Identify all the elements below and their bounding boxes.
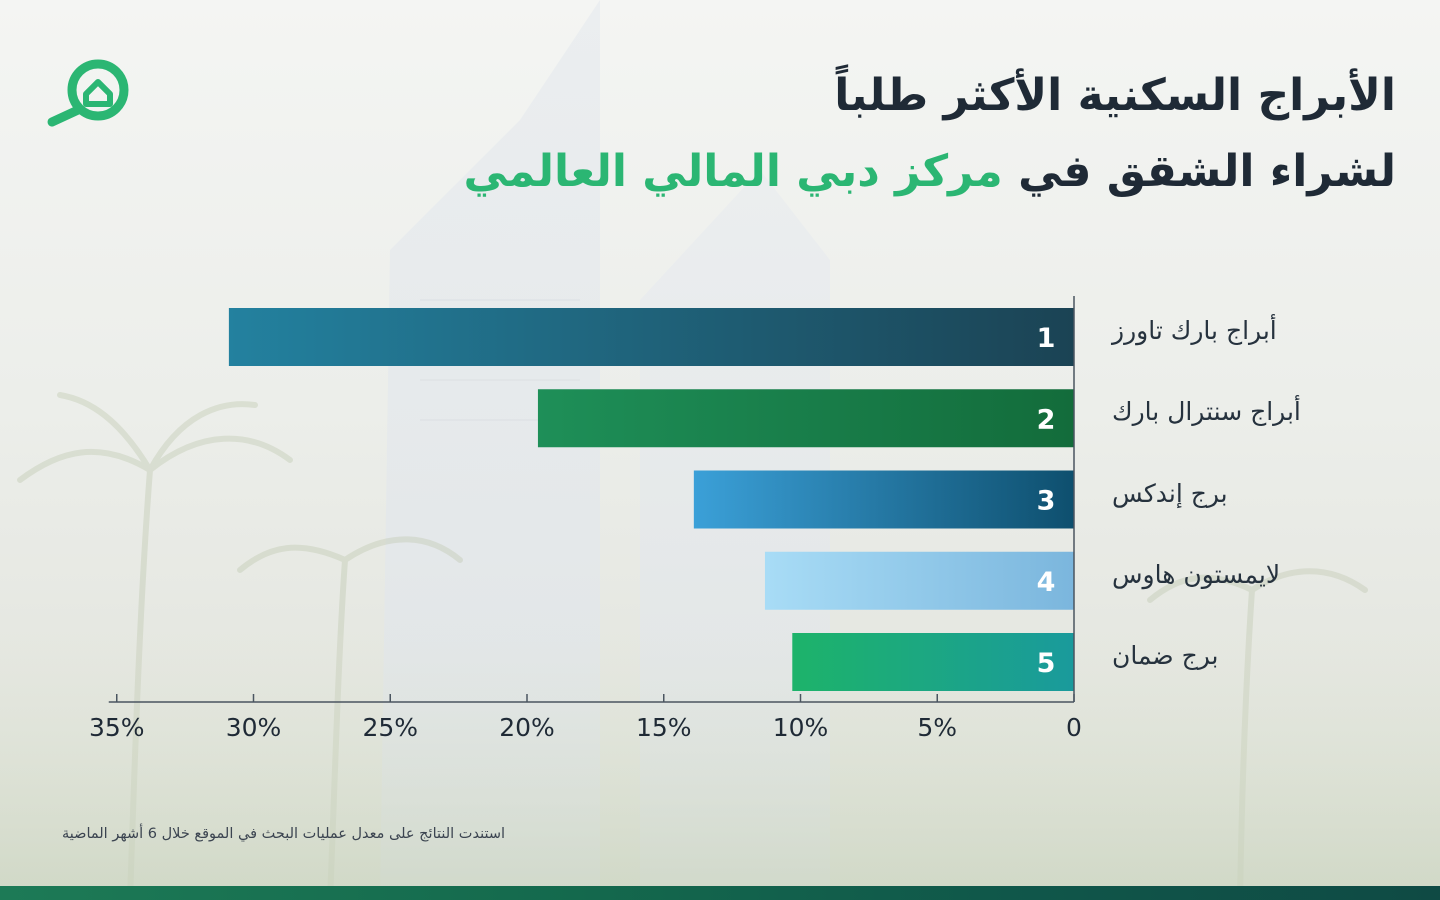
x-tick-label: 10%	[773, 713, 829, 742]
x-tick-label: 35%	[89, 713, 145, 742]
bar-4	[764, 551, 1074, 610]
bar-rank-label: 4	[1037, 567, 1056, 598]
bar-rank-label: 5	[1037, 648, 1056, 679]
x-tick-label: 5%	[917, 713, 957, 742]
category-label: أبراج بارك تاورز	[1112, 316, 1277, 345]
category-label: أبراج سنترال بارك	[1112, 397, 1301, 427]
x-tick-label: 30%	[226, 713, 282, 742]
bar-5	[792, 633, 1074, 691]
title-line-1: الأبراج السكنية الأكثر طلباً	[834, 70, 1396, 121]
title-line-2-accent: مركز دبي المالي العالمي	[463, 146, 1003, 197]
category-label: برج ضمان	[1112, 641, 1219, 670]
bar-2	[537, 389, 1074, 448]
x-tick-label: 25%	[362, 713, 418, 742]
bar-rank-label: 1	[1037, 323, 1056, 354]
axis-layer: 0 5% 10% 15% 20% 25% 30% 35%	[89, 296, 1082, 742]
bars-layer: 1 2 3 4 5	[228, 308, 1074, 691]
bar-rank-label: 2	[1037, 404, 1056, 435]
category-label: برج إندكس	[1112, 478, 1228, 508]
page-title: الأبراج السكنية الأكثر طلباً لشراء الشقق…	[296, 58, 1396, 210]
x-tick-label: 15%	[636, 713, 692, 742]
bar-3	[693, 470, 1074, 529]
x-tick-label: 0	[1066, 713, 1082, 742]
title-line-2-prefix: لشراء الشقق في	[1018, 146, 1396, 197]
footnote: استندت النتائج على معدل عمليات البحث في …	[62, 826, 505, 842]
bar-1	[228, 308, 1074, 366]
title-line-2: لشراء الشقق في مركز دبي المالي العالمي	[296, 134, 1396, 210]
bar-rank-label: 3	[1037, 486, 1056, 517]
bottom-stripe	[0, 886, 1440, 900]
house-magnifier-icon	[47, 59, 129, 127]
x-tick-label: 20%	[499, 713, 555, 742]
category-label: لايمستون هاوس	[1112, 559, 1281, 589]
